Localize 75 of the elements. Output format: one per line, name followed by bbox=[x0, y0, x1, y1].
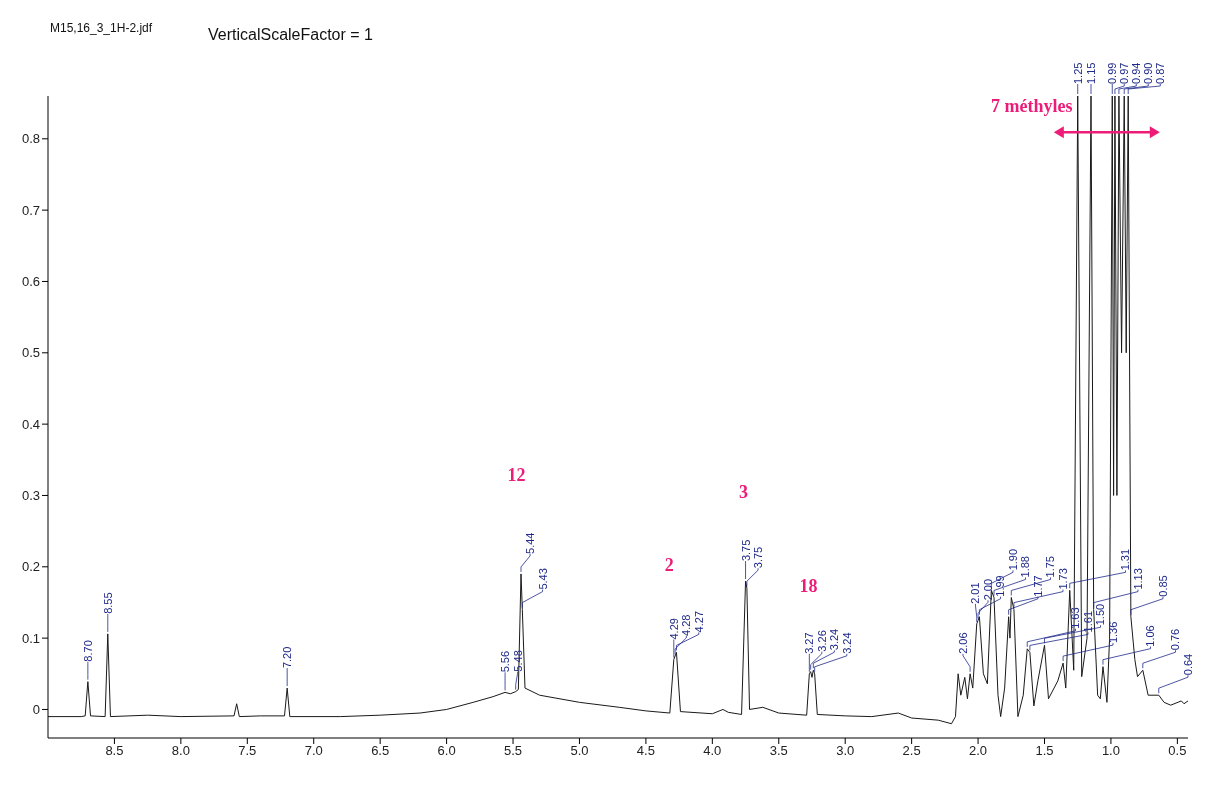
y-tick-label: 0.3 bbox=[21, 488, 40, 504]
annotation: 0.85 bbox=[1157, 575, 1169, 597]
x-tick-label: 2.0 bbox=[969, 743, 988, 759]
annotation: 1.73 bbox=[1057, 568, 1069, 590]
annotation: 2.06 bbox=[957, 632, 969, 654]
annotation: 1.25 bbox=[1071, 62, 1084, 84]
annotation: 1.15 bbox=[1085, 62, 1098, 84]
annotation: 4.28 bbox=[680, 614, 693, 636]
x-tick-label: 0.5 bbox=[1168, 743, 1187, 759]
y-tick-label: 0.1 bbox=[21, 630, 40, 646]
annotation: 0.87 bbox=[1154, 62, 1167, 84]
x-tick-label: 1.0 bbox=[1101, 743, 1120, 759]
annotation: 3.27 bbox=[803, 632, 816, 654]
annotation: 1.31 bbox=[1119, 548, 1132, 571]
y-tick-label: 0 bbox=[32, 702, 40, 718]
annotation: 4.29 bbox=[667, 618, 680, 640]
annotation: 2 bbox=[664, 554, 674, 575]
x-tick-label: 7.0 bbox=[304, 743, 323, 759]
annotation: 0.97 bbox=[1118, 62, 1131, 84]
annotation: 5.44 bbox=[524, 532, 537, 554]
annotation: 1.13 bbox=[1132, 568, 1144, 590]
x-tick-label: 5.0 bbox=[570, 743, 589, 759]
annotation: 3.24 bbox=[828, 628, 841, 651]
annotation: 1.50 bbox=[1094, 603, 1107, 626]
annotation: 0.94 bbox=[1130, 62, 1143, 84]
annotation: 1.75 bbox=[1044, 556, 1057, 578]
annotation: 3.26 bbox=[815, 630, 828, 652]
annotation: 2.01 bbox=[969, 582, 982, 604]
annotation: 0.64 bbox=[1182, 653, 1194, 676]
x-tick-label: 4.0 bbox=[703, 743, 722, 759]
annotation: 2.00 bbox=[982, 578, 994, 601]
annotation: 5.48 bbox=[511, 650, 524, 672]
annotation: 3.75 bbox=[752, 546, 765, 569]
annotation: 0.99 bbox=[1106, 62, 1119, 84]
x-tick-label: 8.0 bbox=[171, 743, 190, 759]
x-tick-label: 5.5 bbox=[504, 743, 523, 759]
annotation: 3.24 bbox=[840, 632, 853, 654]
chart-title: VerticalScaleFactor = 1 bbox=[208, 26, 374, 43]
x-tick-label: 1.5 bbox=[1035, 743, 1054, 759]
x-tick-label: 4.5 bbox=[636, 743, 655, 759]
y-tick-label: 0.4 bbox=[21, 416, 40, 432]
y-tick-label: 0.2 bbox=[21, 559, 40, 575]
y-tick-label: 0.7 bbox=[21, 202, 40, 218]
y-tick-label: 0.6 bbox=[21, 274, 40, 290]
annotation: 1.88 bbox=[1019, 556, 1032, 578]
annotation: 1.63 bbox=[1069, 607, 1082, 629]
annotation: 8.70 bbox=[81, 640, 94, 662]
annotation: 1.36 bbox=[1107, 621, 1119, 644]
y-tick-label: 0.8 bbox=[21, 131, 40, 147]
annotation: 0.90 bbox=[1142, 62, 1155, 84]
annotation: 1.99 bbox=[994, 575, 1007, 597]
annotation: 3 bbox=[738, 482, 748, 503]
annotation: 0.76 bbox=[1169, 628, 1182, 651]
annotation: 5.56 bbox=[499, 650, 512, 673]
annotation: 1.77 bbox=[1032, 575, 1044, 597]
annotation: 7 méthyles bbox=[991, 96, 1073, 117]
annotation: 8.55 bbox=[101, 592, 114, 614]
x-tick-label: 6.5 bbox=[371, 743, 390, 759]
x-tick-label: 2.5 bbox=[902, 743, 921, 759]
annotation: 1.06 bbox=[1144, 625, 1157, 647]
x-tick-label: 7.5 bbox=[238, 743, 257, 759]
annotation: 18 bbox=[799, 575, 818, 596]
annotation: 1.61 bbox=[1082, 610, 1094, 633]
x-tick-label: 3.0 bbox=[836, 743, 855, 759]
annotation: 4.27 bbox=[692, 610, 705, 633]
annotation: 3.75 bbox=[739, 539, 752, 562]
annotation: 1.90 bbox=[1007, 548, 1019, 571]
annotation: 12 bbox=[507, 465, 526, 486]
x-tick-label: 8.5 bbox=[105, 743, 124, 759]
x-tick-label: 3.5 bbox=[769, 743, 788, 759]
x-tick-label: 6.0 bbox=[437, 743, 456, 759]
annotation: 5.43 bbox=[536, 568, 549, 590]
y-tick-label: 0.5 bbox=[21, 345, 40, 361]
annotation: 7.20 bbox=[281, 646, 294, 669]
chart-subtitle: M15,16_3_1H-2.jdf bbox=[50, 21, 153, 35]
